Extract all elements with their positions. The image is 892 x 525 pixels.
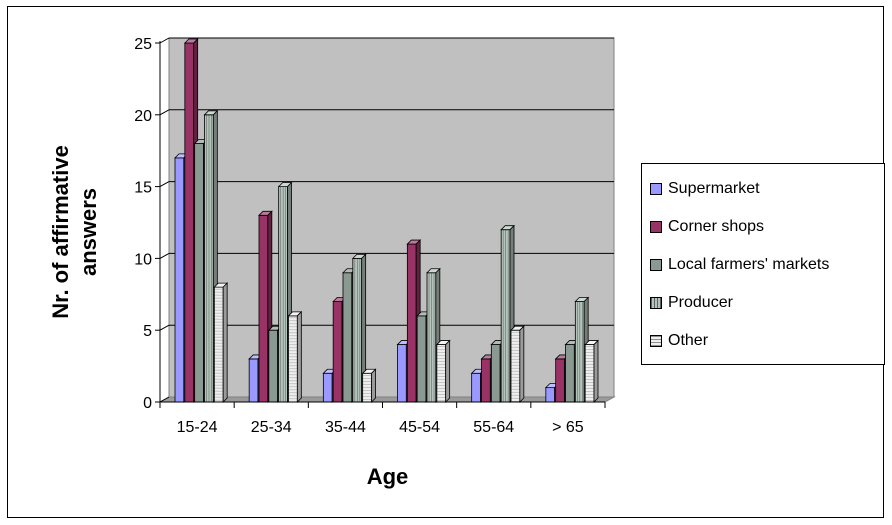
chart-legend: Supermarket Corner shops Local farmers' ma… — [641, 163, 885, 365]
bar-front — [184, 42, 195, 403]
bar-front — [406, 243, 417, 403]
legend-label: Local farmers' markets — [668, 256, 830, 273]
bar-side — [593, 339, 599, 403]
legend-label: Supermarket — [668, 180, 760, 197]
bar-front — [416, 315, 427, 403]
bar-front — [194, 143, 204, 403]
plot-back-wall — [168, 37, 615, 398]
x-tick-label: 15-24 — [177, 419, 218, 436]
y-tick-diagonal — [159, 396, 170, 403]
bar-front — [322, 372, 333, 403]
x-tick-label: > 65 — [552, 419, 584, 436]
y-tick-diagonal — [159, 181, 170, 188]
y-tick-diagonal — [159, 252, 170, 259]
legend-item: Producer — [650, 292, 733, 314]
x-tick-label: 55-64 — [473, 419, 514, 436]
bar-front — [490, 344, 501, 403]
y-axis-title-line: Nr. of affirmative — [48, 145, 73, 319]
bar-front — [545, 387, 556, 403]
y-tick-label: 20 — [134, 108, 152, 125]
legend-label: Corner shops — [668, 218, 765, 235]
bar — [435, 339, 451, 403]
y-tick-label: 5 — [143, 323, 152, 340]
legend-item: Supermarket — [650, 178, 760, 200]
legend-swatch — [650, 335, 662, 347]
bar-front — [332, 301, 343, 403]
bar-front — [342, 272, 353, 403]
x-tick-label: 45-54 — [399, 419, 440, 436]
y-tick-labels: 0 5 10 15 20 25 — [134, 36, 152, 412]
legend-swatch — [650, 221, 662, 233]
bar-front — [471, 372, 481, 403]
bar-front — [258, 214, 269, 403]
x-tick-label: 35-44 — [325, 419, 366, 436]
y-tick-diagonal — [159, 324, 170, 331]
y-tick-label: 15 — [134, 180, 152, 197]
bar-front — [268, 329, 279, 403]
gridlines — [169, 37, 614, 326]
legend-swatch — [650, 259, 662, 271]
bar-front — [481, 358, 491, 403]
y-tick-diagonal — [159, 37, 170, 44]
legend-swatch — [650, 183, 662, 195]
bar-side — [222, 282, 228, 403]
x-tick-label: 25-34 — [251, 419, 292, 436]
plot-walls — [158, 37, 616, 403]
bar-front — [555, 358, 565, 403]
bar-front — [584, 344, 595, 403]
legend-item: Corner shops — [650, 216, 764, 238]
y-tick-label: 0 — [143, 395, 152, 412]
bar — [351, 253, 367, 403]
bar-front — [174, 157, 185, 403]
legend-item: Other — [650, 330, 708, 352]
x-axis-title: Age — [367, 464, 409, 489]
bar-front — [288, 315, 298, 403]
bar-side — [296, 310, 302, 403]
bar-front — [436, 344, 447, 403]
bar-marks — [174, 38, 599, 403]
y-axis-title: Nr. of affirmative answers — [48, 145, 101, 319]
bar — [510, 325, 525, 403]
bar — [287, 310, 303, 403]
bar-front — [565, 344, 575, 403]
y-tick-diagonal — [159, 109, 170, 116]
y-tick-label: 10 — [134, 251, 152, 268]
y-tick-label: 25 — [134, 36, 152, 53]
bar-side — [519, 325, 525, 403]
x-tick-labels: 15-24 25-34 35-44 45-54 55-64 > 65 — [177, 419, 584, 436]
bar-front — [248, 358, 259, 403]
bar — [584, 339, 599, 403]
bar-front — [362, 372, 372, 403]
y-axis-title-line: answers — [76, 188, 101, 276]
bar-front — [397, 344, 407, 403]
legend-label: Other — [668, 332, 709, 349]
legend-swatch — [650, 297, 662, 309]
bar-side — [371, 368, 376, 403]
legend-item: Local farmers' markets — [650, 254, 829, 276]
bar — [361, 368, 377, 403]
bar-side — [445, 339, 451, 403]
axes — [155, 37, 606, 408]
bar — [213, 282, 229, 403]
legend-label: Producer — [668, 294, 733, 311]
